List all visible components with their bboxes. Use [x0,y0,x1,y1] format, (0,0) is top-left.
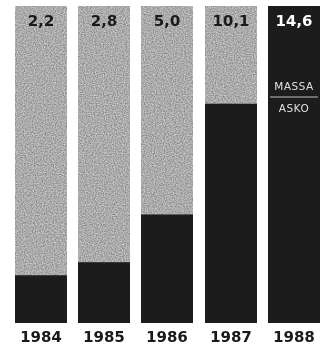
bar-texture-1984 [15,6,67,323]
year-label-1988: 1988 [273,328,315,346]
annotation-massa: MASSA [274,81,314,93]
year-label-1986: 1986 [146,328,188,346]
bar-1985 [78,262,130,323]
bar-1986 [141,214,193,323]
year-label-1984: 1984 [20,328,62,346]
bar-1988 [268,6,320,323]
value-label-1986: 5,0 [154,12,181,30]
value-label-1985: 2,8 [91,12,118,30]
bar-1984 [15,275,67,323]
annotation-asko: ASKO [279,103,309,115]
value-label-1984: 2,2 [28,12,55,30]
bar-1987 [205,103,257,324]
year-label-1987: 1987 [210,328,252,346]
bars-group [15,6,320,324]
value-label-1988: 14,6 [275,12,312,30]
value-label-1987: 10,1 [212,12,249,30]
labels-group: 2,2 1984 2,8 1985 5,0 1986 10,1 1987 14,6 1988 MAS… [20,12,318,346]
year-label-1985: 1985 [83,328,125,346]
